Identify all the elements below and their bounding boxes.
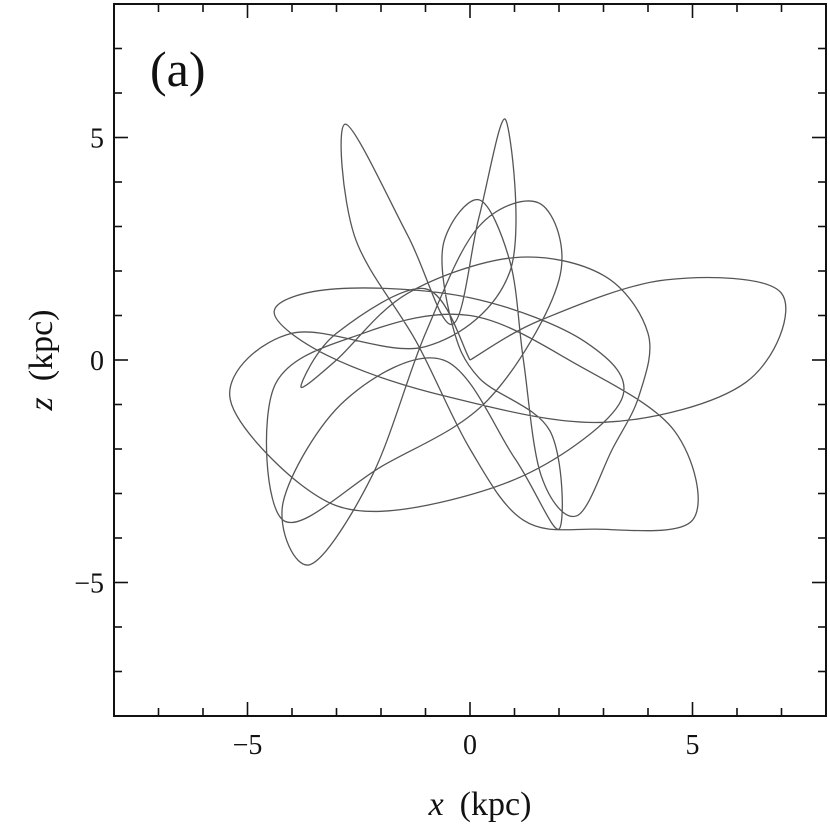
y-axis-variable: z — [23, 397, 60, 411]
orbit-line — [229, 118, 787, 566]
y-tick-label: 0 — [90, 346, 104, 377]
tick-label-layer: −5 0 5 −5 0 5 — [74, 124, 699, 762]
x-axis-label: x (kpc) — [428, 786, 532, 823]
y-axis-unit: (kpc) — [23, 310, 60, 382]
orbit-layer — [229, 118, 787, 566]
x-tick-label: −5 — [233, 730, 263, 761]
plot-frame — [113, 3, 827, 717]
x-tick-label: 0 — [463, 730, 477, 761]
x-axis-variable: x — [428, 786, 444, 823]
panel-label: (a) — [150, 41, 206, 97]
y-tick-label: 5 — [90, 124, 104, 155]
x-axis-unit: (kpc) — [460, 786, 532, 823]
y-axis-label: z (kpc) — [23, 310, 60, 412]
x-tick-label: 5 — [686, 730, 700, 761]
tick-layer — [113, 3, 827, 717]
y-tick-label: −5 — [74, 569, 104, 600]
